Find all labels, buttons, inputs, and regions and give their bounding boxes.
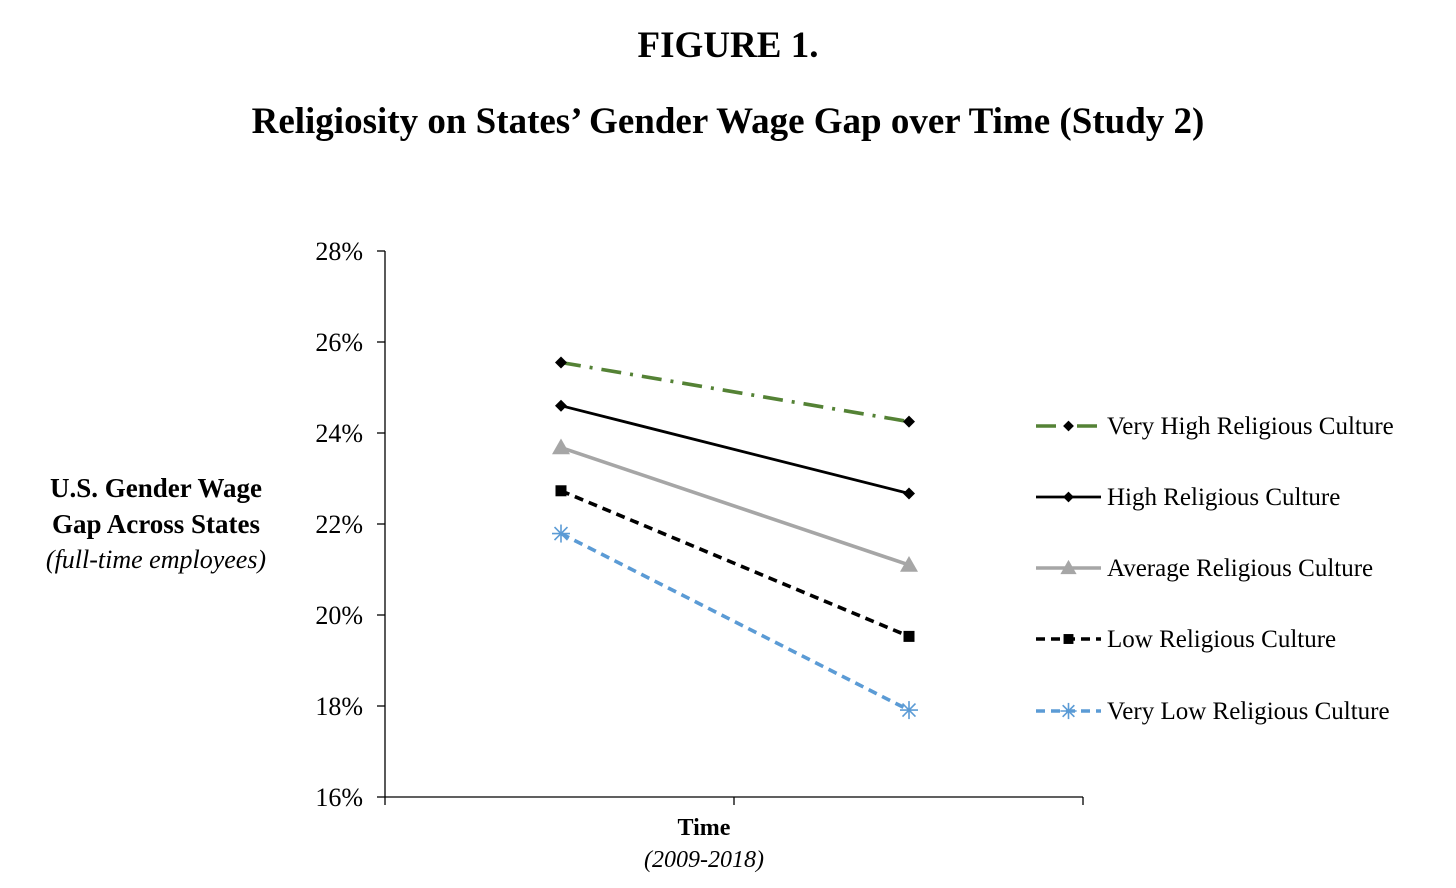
series-line: [560, 360, 910, 424]
figure-label: FIGURE 1.: [637, 25, 819, 66]
y-tick-label: 22%: [315, 510, 363, 539]
y-tick-label: 20%: [315, 601, 363, 630]
legend-label: High Religious Culture: [1107, 484, 1340, 511]
series-line: [560, 445, 910, 567]
legend-item: Very Low Religious Culture: [1036, 698, 1390, 725]
series-line: [560, 404, 910, 495]
y-axis-label-line-1: U.S. Gender Wage: [49, 473, 263, 503]
data-point: [900, 701, 918, 720]
legend-swatch-marker: [1063, 420, 1074, 432]
y-tick-label: 16%: [315, 783, 363, 812]
data-point: [552, 438, 570, 455]
legend-label: Very High Religious Culture: [1107, 413, 1394, 440]
y-axis-label: U.S. Gender Wage Gap Across States (full…: [14, 470, 298, 578]
x-axis-label-sub: (2009-2018): [644, 847, 764, 873]
chart-title: Religiosity on States’ Gender Wage Gap o…: [251, 101, 1205, 142]
series-line: [560, 489, 910, 639]
series-2: [555, 399, 915, 500]
legend-swatch-marker: [1063, 491, 1074, 503]
series-3: [552, 438, 918, 572]
legend: Very High Religious Culture High Religiou…: [1036, 413, 1394, 725]
legend-swatch-marker: [1063, 634, 1074, 644]
data-point: [555, 399, 567, 412]
legend-swatch-marker: [1060, 559, 1077, 575]
data-point: [903, 487, 915, 500]
y-tick-label: 18%: [315, 692, 363, 721]
data-point: [900, 555, 918, 572]
x-axis-label: Time (2009-2018): [554, 812, 854, 876]
legend-item: Very High Religious Culture: [1036, 413, 1394, 440]
y-tick-label: 24%: [315, 419, 363, 448]
data-point: [903, 415, 915, 428]
data-point: [555, 356, 567, 369]
legend-swatch-marker: [1060, 702, 1077, 720]
y-tick-label: 26%: [315, 328, 363, 357]
series-4: [555, 485, 915, 642]
series-5: [552, 524, 918, 720]
data-point: [903, 630, 915, 642]
legend-item: Average Religious Culture: [1036, 555, 1373, 582]
legend-label: Average Religious Culture: [1107, 555, 1373, 582]
axes: 16% 18% 20% 22% 24% 26% 28%: [315, 237, 1084, 812]
data-point: [552, 524, 570, 543]
y-tick-label: 28%: [315, 237, 363, 266]
data-point: [555, 485, 567, 497]
legend-item: High Religious Culture: [1036, 484, 1340, 511]
y-axis-label-line-2: Gap Across States: [51, 509, 260, 539]
x-axis-label-title: Time: [677, 815, 731, 841]
legend-label: Low Religious Culture: [1107, 626, 1336, 653]
series-layer: [552, 356, 918, 720]
legend-label: Very Low Religious Culture: [1107, 698, 1390, 725]
y-axis-label-line-3: (full-time employees): [45, 545, 267, 574]
legend-item: Low Religious Culture: [1036, 626, 1336, 653]
series-1: [555, 356, 915, 428]
series-line: [560, 531, 910, 712]
